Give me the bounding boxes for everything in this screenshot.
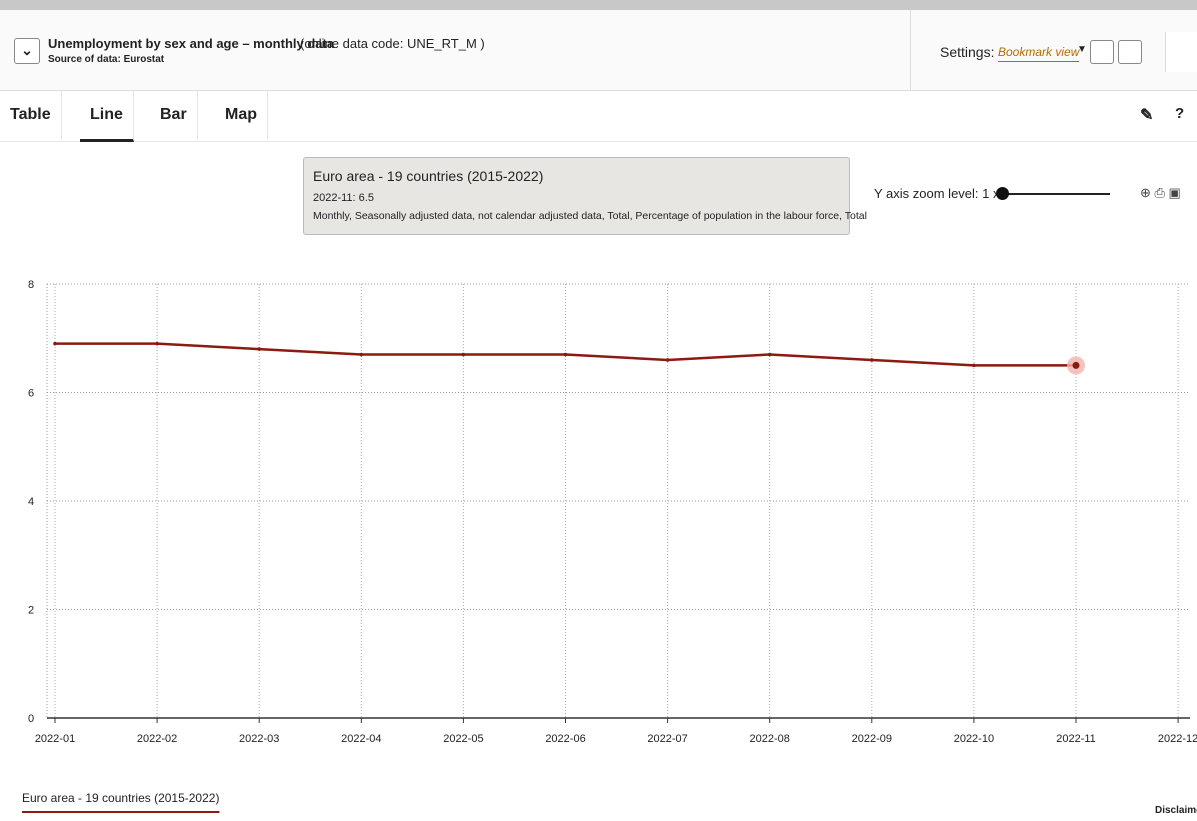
tooltip-point: 2022-11: 6.5 bbox=[313, 192, 374, 204]
x-tick-label: 2022-03 bbox=[239, 733, 279, 745]
data-point bbox=[870, 358, 874, 362]
data-point bbox=[257, 347, 262, 351]
y-tick-label: 0 bbox=[28, 713, 34, 725]
divider bbox=[910, 10, 911, 90]
y-tick-label: 6 bbox=[28, 388, 34, 400]
data-point bbox=[155, 341, 159, 346]
header: ⌄ Unemployment by sex and age – monthly … bbox=[0, 10, 1197, 91]
data-point bbox=[767, 352, 772, 357]
save-button[interactable] bbox=[1090, 40, 1114, 64]
x-tick-label: 2022-02 bbox=[137, 733, 177, 745]
tooltip-description: Monthly, Seasonally adjusted data, not c… bbox=[313, 210, 867, 222]
dropdown-arrow: ▼ bbox=[1077, 44, 1087, 55]
tab-line[interactable]: Line bbox=[80, 91, 134, 142]
data-point bbox=[359, 352, 364, 357]
collapse-button[interactable]: ⌄ bbox=[14, 38, 40, 64]
y-tick-label: 8 bbox=[28, 279, 34, 291]
tooltip-title: Euro area - 19 countries (2015-2022) bbox=[313, 168, 544, 184]
zoom-slider[interactable] bbox=[1000, 193, 1110, 195]
settings-label: Settings: bbox=[940, 44, 995, 60]
tab-map[interactable]: Map bbox=[215, 91, 268, 139]
top-bar bbox=[0, 0, 1197, 10]
tab-table[interactable]: Table bbox=[0, 91, 62, 139]
x-tick-label: 2022-10 bbox=[954, 733, 994, 745]
style-icon[interactable]: ✎ bbox=[1140, 107, 1154, 124]
x-tick-label: 2022-11 bbox=[1056, 733, 1096, 745]
x-tick-label: 2022-05 bbox=[443, 733, 483, 745]
tab-bar[interactable]: Bar bbox=[150, 91, 198, 139]
x-tick-label: 2022-06 bbox=[545, 733, 585, 745]
dataset-title: Unemployment by sex and age – monthly da… bbox=[48, 36, 335, 51]
view-tabs: Table Line Bar Map ✎ ? bbox=[0, 91, 1197, 142]
dataset-code: (online data code: UNE_RT_M ) bbox=[300, 36, 485, 51]
data-point bbox=[563, 352, 568, 357]
data-point bbox=[972, 363, 976, 368]
x-tick-label: 2022-01 bbox=[35, 733, 75, 745]
settings-select[interactable]: Bookmark view bbox=[998, 45, 1080, 62]
data-point bbox=[461, 352, 466, 357]
x-tick-label: 2022-09 bbox=[852, 733, 892, 745]
data-point bbox=[665, 358, 670, 362]
x-tick-label: 2022-07 bbox=[647, 733, 687, 745]
legend-label: Euro area - 19 countries (2015-2022) bbox=[22, 791, 219, 805]
disclaimer[interactable]: Disclaime bbox=[1155, 805, 1197, 816]
data-point bbox=[53, 341, 57, 346]
y-tick-label: 2 bbox=[28, 605, 34, 617]
x-tick-label: 2022-04 bbox=[341, 733, 381, 745]
tooltip: Euro area - 19 countries (2015-2022) 202… bbox=[303, 157, 867, 235]
tool-icons[interactable]: ⊕ ⎙ ▣ bbox=[1140, 185, 1181, 200]
help-icon[interactable]: ? bbox=[1175, 105, 1185, 122]
y-tick-label: 4 bbox=[28, 496, 34, 508]
x-tick-label: 2022-12 bbox=[1158, 733, 1197, 745]
x-tick-label: 2022-08 bbox=[750, 733, 790, 745]
zoom-label: Y axis zoom level: 1 x bbox=[874, 186, 1000, 201]
data-point bbox=[1072, 361, 1080, 369]
refresh-button[interactable] bbox=[1118, 40, 1142, 64]
share-button[interactable] bbox=[1165, 32, 1197, 72]
zoom-handle[interactable] bbox=[996, 187, 1009, 200]
data-source: Source of data: Eurostat bbox=[48, 54, 165, 65]
